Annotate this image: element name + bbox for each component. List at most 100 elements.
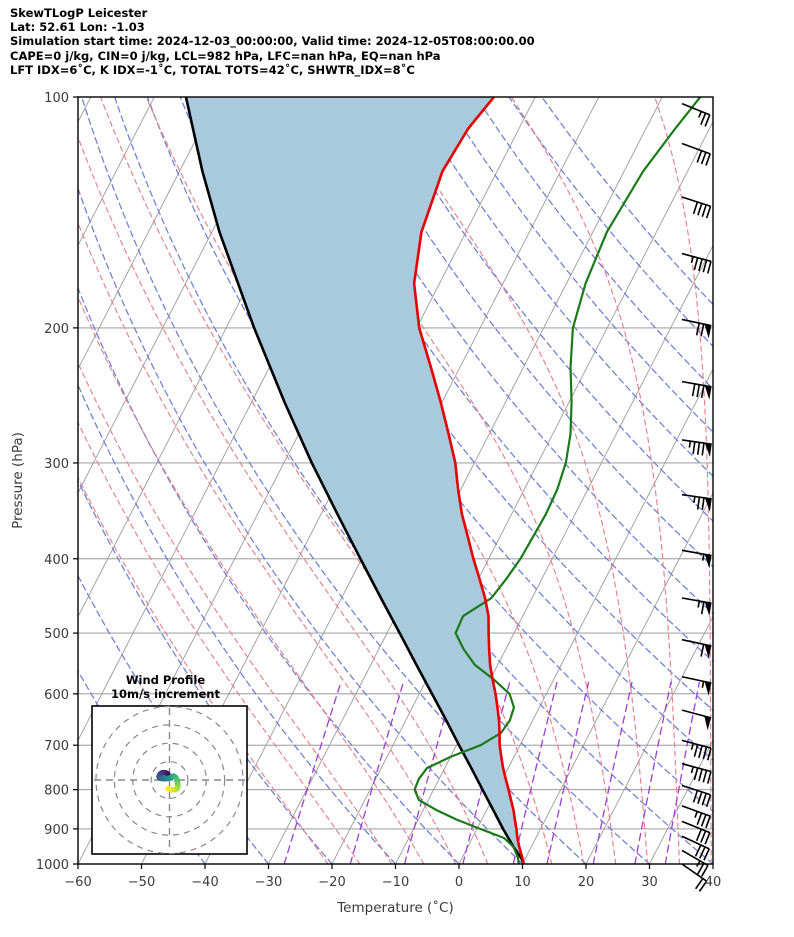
- barb-half: [698, 111, 703, 118]
- x-tick-label: −40: [191, 875, 218, 890]
- wind-barb: [681, 835, 710, 861]
- barb-half: [701, 554, 705, 561]
- x-tick-label: 20: [578, 875, 595, 890]
- isotherm-line: [522, 491, 713, 864]
- dry-adiabat-line: [376, 97, 713, 522]
- barb-full: [692, 790, 699, 803]
- barb-pennant: [704, 554, 712, 569]
- wind-barb: [681, 597, 712, 617]
- barb-full: [705, 205, 712, 219]
- barb-full: [693, 744, 699, 757]
- barb-shaft: [681, 709, 712, 719]
- wind-barb: [681, 102, 711, 127]
- barb-pennant: [704, 443, 712, 458]
- wind-barb: [681, 849, 709, 877]
- isotherm-line: [78, 97, 155, 247]
- barb-shaft: [681, 638, 712, 647]
- header-indices-stability: LFT IDX=6˚C, K IDX=-1˚C, TOTAL TOTS=42˚C…: [10, 62, 415, 77]
- barb-full: [700, 644, 705, 657]
- barb-full: [700, 814, 707, 827]
- barb-full: [700, 112, 707, 126]
- header-block: SkewTLogP Leicester Lat: 52.61 Lon: -1.0…: [10, 6, 710, 77]
- mixing-ratio-line: [592, 681, 633, 864]
- dry-adiabat-line: [245, 97, 713, 712]
- barb-full: [692, 441, 696, 455]
- moist-adiabat-line: [78, 421, 361, 864]
- wind-barb: [681, 318, 712, 339]
- mixing-ratio-line: [664, 681, 700, 864]
- wind-barb: [681, 820, 711, 845]
- barb-half: [690, 743, 694, 750]
- barb-full: [693, 257, 699, 271]
- barb-shaft: [681, 439, 712, 445]
- barb-full: [694, 878, 704, 890]
- barb-pennant: [704, 324, 712, 339]
- barb-pennant: [704, 385, 712, 400]
- isotherm-line: [78, 97, 219, 371]
- mixing-ratio-line: [403, 681, 456, 864]
- barb-shaft: [681, 863, 708, 882]
- moist-adiabat-line: [510, 97, 680, 864]
- barb-full: [706, 771, 712, 784]
- barb-shaft: [681, 549, 712, 557]
- barb-shaft: [681, 849, 709, 867]
- barb-full: [699, 846, 706, 859]
- barb-full: [698, 880, 708, 892]
- barb-half: [690, 256, 694, 264]
- barb-full: [706, 261, 712, 274]
- moist-adiabat-line: [654, 97, 712, 864]
- mixing-ratio-line: [512, 681, 558, 864]
- barb-full: [701, 497, 705, 511]
- y-tick-label: 600: [44, 688, 69, 703]
- y-tick-label: 1000: [36, 858, 69, 873]
- barb-full: [701, 442, 705, 456]
- x-tick-label: 0: [455, 875, 463, 890]
- barb-full: [692, 201, 699, 215]
- mixing-ratio-line: [634, 681, 672, 864]
- barb-full: [701, 865, 709, 877]
- isotherm-line: [268, 97, 663, 864]
- barb-half: [701, 681, 705, 688]
- inset-ring: [150, 761, 189, 799]
- x-tick-label: 40: [705, 875, 722, 890]
- inset-title-line2: 10m/s increment: [111, 687, 220, 701]
- barb-full: [696, 384, 701, 398]
- wind-barb: [681, 762, 712, 784]
- y-tick-label: 100: [44, 91, 69, 106]
- header-indices-cape: CAPE=0 j/kg, CIN=0 j/kg, LCL=982 hPa, LF…: [10, 48, 441, 63]
- barb-full: [697, 203, 703, 216]
- header-coords: Lat: 52.61 Lon: -1.03: [10, 20, 145, 35]
- barb-full: [705, 794, 712, 807]
- moist-adiabat-line: [775, 62, 794, 864]
- moist-adiabat-line: [78, 476, 329, 864]
- temperature-curve: [412, 97, 526, 864]
- x-tick-label: −20: [318, 875, 345, 890]
- dry-adiabat-line: [409, 97, 713, 477]
- barb-pennant: [704, 716, 711, 731]
- wind-barb: [681, 805, 711, 829]
- x-tick-label: 30: [641, 875, 658, 890]
- barb-pennant: [704, 497, 712, 512]
- isotherm-line: [585, 615, 713, 864]
- isotherm-line: [331, 120, 713, 864]
- y-tick-label: 700: [44, 739, 69, 754]
- barb-full: [696, 497, 701, 510]
- y-tick-label: 400: [44, 553, 69, 568]
- y-tick-label: 900: [44, 823, 69, 838]
- y-tick-label: 200: [44, 322, 69, 337]
- dry-adiabat-line: [78, 286, 460, 864]
- barb-shaft: [681, 380, 712, 388]
- barb-full: [700, 830, 707, 843]
- dry-adiabat-line: [78, 186, 524, 864]
- dry-adiabat-line: [442, 97, 713, 433]
- header-title: SkewTLogP Leicester: [10, 6, 148, 20]
- barb-full: [698, 258, 703, 272]
- wind-barb: [681, 863, 708, 892]
- barb-full: [700, 385, 705, 398]
- wind-barb: [681, 709, 712, 731]
- dry-adiabat-line: [508, 97, 713, 348]
- barb-full: [697, 862, 705, 875]
- x-tick-label: 10: [514, 875, 531, 890]
- wind-barb: [681, 252, 712, 274]
- dewpoint-curve: [413, 97, 702, 864]
